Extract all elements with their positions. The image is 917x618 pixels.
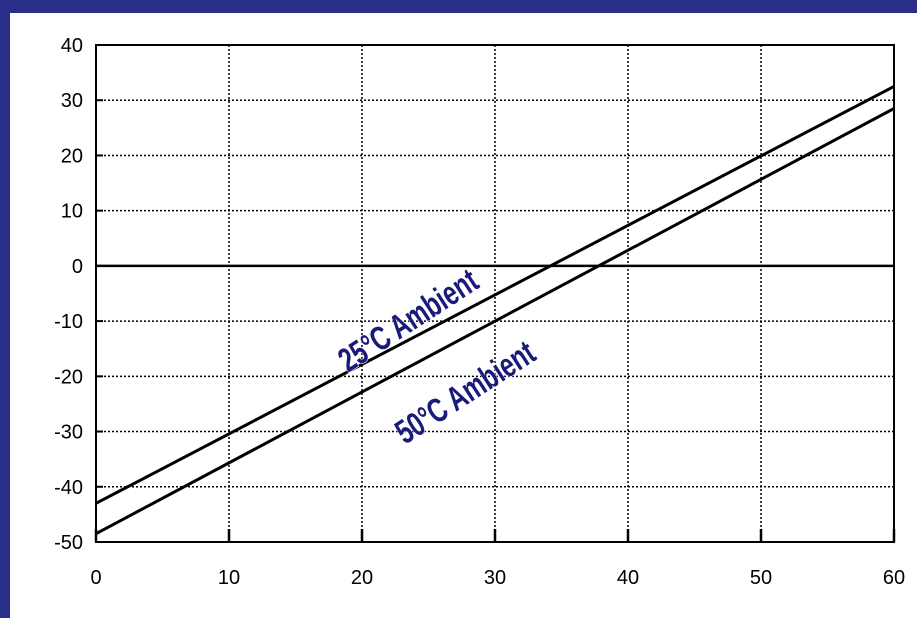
x-tick-label: 60 — [883, 567, 905, 589]
y-tick-label: 20 — [61, 145, 83, 167]
x-tick-label: 10 — [218, 567, 240, 589]
y-tick-label: 0 — [72, 256, 83, 278]
y-tick-label: -50 — [54, 532, 83, 554]
chart: -50 -40 -30 -20 -10 0 10 20 30 40 0 10 20 30 40 50 60 2… — [54, 35, 905, 589]
y-tick-label: 30 — [61, 90, 83, 112]
y-tick-label: -40 — [54, 477, 83, 499]
y-tick-label: 40 — [61, 35, 83, 57]
chart-frame: -50 -40 -30 -20 -10 0 10 20 30 40 0 10 20 30 40 50 60 2… — [10, 13, 917, 618]
x-tick-label: 50 — [750, 567, 772, 589]
series-lines — [95, 85, 895, 536]
y-tick-label: -10 — [54, 311, 83, 333]
x-tick-label: 0 — [90, 567, 101, 589]
x-tick-label: 20 — [351, 567, 373, 589]
x-tick-label: 40 — [617, 567, 639, 589]
series-line-50c — [95, 107, 895, 536]
y-tick-label: -30 — [54, 422, 83, 444]
y-axis-ticks: -50 -40 -30 -20 -10 0 10 20 30 40 — [54, 35, 103, 554]
x-tick-label: 30 — [484, 567, 506, 589]
x-axis-ticks: 0 10 20 30 40 50 60 — [90, 529, 905, 589]
y-tick-label: -20 — [54, 366, 83, 388]
y-tick-label: 10 — [61, 201, 83, 223]
series-line-25c — [95, 85, 895, 505]
